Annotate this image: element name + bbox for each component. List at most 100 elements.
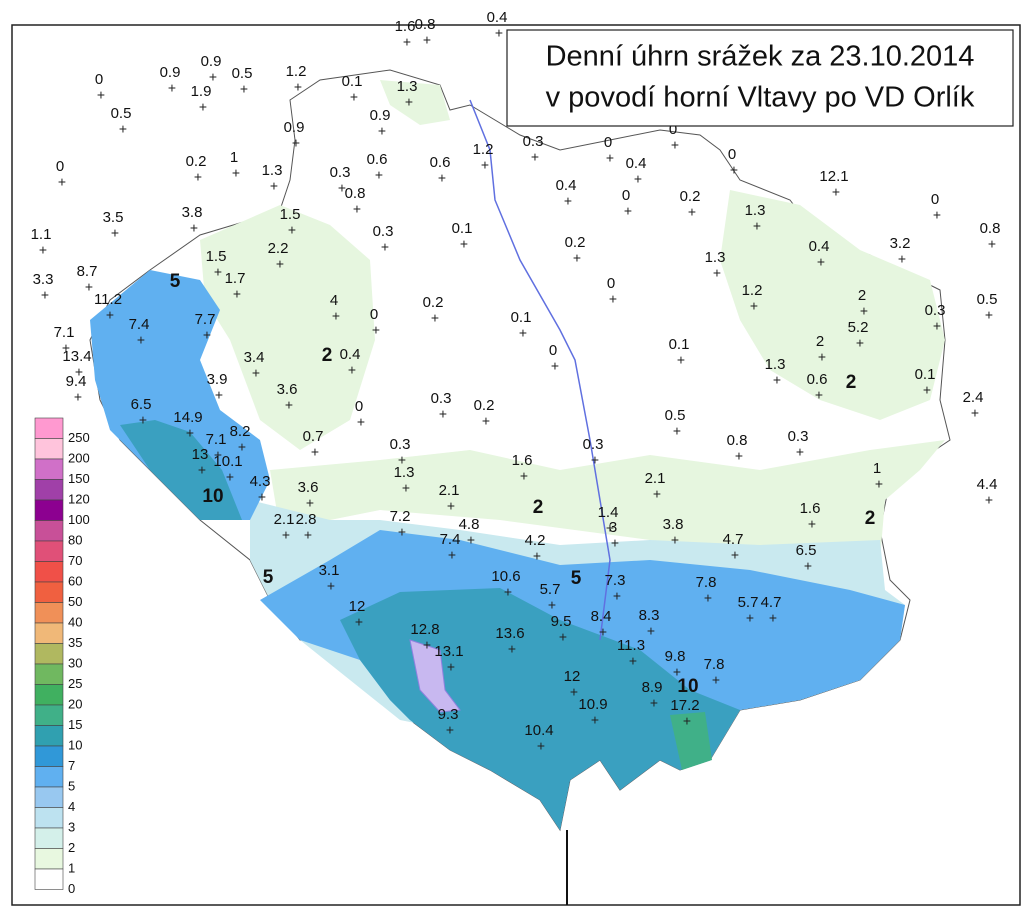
station-cross: +: [215, 387, 223, 403]
station-cross: +: [423, 637, 431, 653]
legend-label: 80: [68, 532, 82, 547]
legend-swatch: [34, 581, 64, 603]
legend-label: 60: [68, 573, 82, 588]
station-cross: +: [226, 469, 234, 485]
station-value: 6.5: [131, 396, 152, 413]
stations: +1.6+0.8 +0.4+0 +0.9 +0.9+1.9 +0.5+1.2+0.5+0…: [31, 9, 1001, 754]
station-cross: +: [875, 476, 883, 492]
station-value: 0.3: [390, 436, 411, 453]
station-value: 6.5: [796, 542, 817, 559]
station-cross: +: [194, 169, 202, 185]
station-cross: +: [673, 423, 681, 439]
station-value: 0.8: [415, 16, 436, 33]
legend-label: 25: [68, 676, 82, 691]
station-cross: +: [508, 641, 516, 657]
station-cross: +: [504, 584, 512, 600]
station-cross: +: [629, 653, 637, 669]
station-value: 0.3: [431, 390, 452, 407]
station-value: 1.2: [742, 282, 763, 299]
station-value: 2.1: [439, 482, 460, 499]
station-value: 0: [669, 121, 677, 138]
station-value: 0: [370, 306, 378, 323]
legend-label: 10: [68, 737, 82, 752]
legend-swatch: [34, 561, 64, 583]
station-value: 0.9: [284, 119, 305, 136]
zone-1-2: [720, 190, 945, 420]
station-cross: +: [551, 358, 559, 374]
station-value: 0.8: [980, 220, 1001, 237]
station-cross: +: [402, 480, 410, 496]
station-value: 8.2: [230, 423, 251, 440]
station-cross: +: [198, 462, 206, 478]
station-cross: +: [769, 610, 777, 626]
station-cross: +: [311, 444, 319, 460]
station-cross: +: [332, 308, 340, 324]
station-value: 0.3: [373, 223, 394, 240]
zone-10-15: [340, 588, 740, 830]
station-cross: +: [111, 225, 119, 241]
station-value: 2.2: [268, 240, 289, 257]
station-value: 0.6: [367, 151, 388, 168]
station-cross: +: [808, 516, 816, 532]
station-value: 13: [192, 446, 209, 463]
station-cross: +: [190, 220, 198, 236]
station-cross: +: [252, 365, 260, 381]
station-value: 0.3: [523, 133, 544, 150]
station-value: 1.4: [598, 504, 619, 521]
station-value: 8.9: [642, 679, 663, 696]
station-value: 0: [549, 342, 557, 359]
contour-label: 2: [322, 345, 333, 366]
station-value: 0.4: [556, 177, 577, 194]
zone-5-10: [90, 270, 270, 520]
station-value: 0.5: [111, 105, 132, 122]
station-value: 3.6: [277, 381, 298, 398]
station-cross: +: [688, 204, 696, 220]
station-value: 0.3: [925, 302, 946, 319]
reservoir: [409, 639, 461, 713]
station-cross: +: [713, 265, 721, 281]
station-value: 0: [355, 398, 363, 415]
station-value: 3.4: [244, 349, 265, 366]
station-cross: +: [818, 349, 826, 365]
station-value: 9.5: [551, 613, 572, 630]
station-cross: +: [671, 137, 679, 153]
station-value: 4: [330, 292, 338, 309]
station-value: 3.8: [663, 516, 684, 533]
contour-label: 5: [263, 567, 274, 588]
station-value: 1.3: [262, 162, 283, 179]
station-value: 9.8: [665, 648, 686, 665]
station-cross: +: [609, 291, 617, 307]
legend-label: 250: [68, 430, 90, 445]
station-cross: +: [533, 548, 541, 564]
station-cross: +: [573, 250, 581, 266]
legend-swatch: [34, 704, 64, 726]
station-cross: +: [971, 405, 979, 421]
station-value: 7.3: [605, 572, 626, 589]
station-cross: +: [606, 520, 614, 536]
station-cross: +: [898, 251, 906, 267]
station-value: 0.3: [330, 164, 351, 181]
legend-swatch: [34, 848, 64, 870]
station-value: 2.1: [274, 511, 295, 528]
legend-label: 120: [68, 491, 90, 506]
station-value: 3.1: [319, 562, 340, 579]
legend-swatch: [34, 786, 64, 808]
station-value: 13.1: [434, 643, 463, 660]
station-value: 0.4: [340, 346, 361, 363]
legend-label: 40: [68, 614, 82, 629]
station-cross: +: [796, 444, 804, 460]
station-value: 12: [349, 598, 366, 615]
station-cross: +: [570, 684, 578, 700]
station-value: 1.6: [512, 452, 533, 469]
station-cross: +: [613, 588, 621, 604]
station-value: 1.7: [225, 270, 246, 287]
contour-label: 2: [533, 497, 544, 518]
station-cross: +: [735, 448, 743, 464]
legend-swatch: [34, 643, 64, 665]
zone-10-15: [120, 420, 242, 520]
station-value: 0.2: [186, 153, 207, 170]
station-cross: +: [730, 162, 738, 178]
zone-1-2: [270, 440, 945, 560]
station-cross: +: [933, 207, 941, 223]
